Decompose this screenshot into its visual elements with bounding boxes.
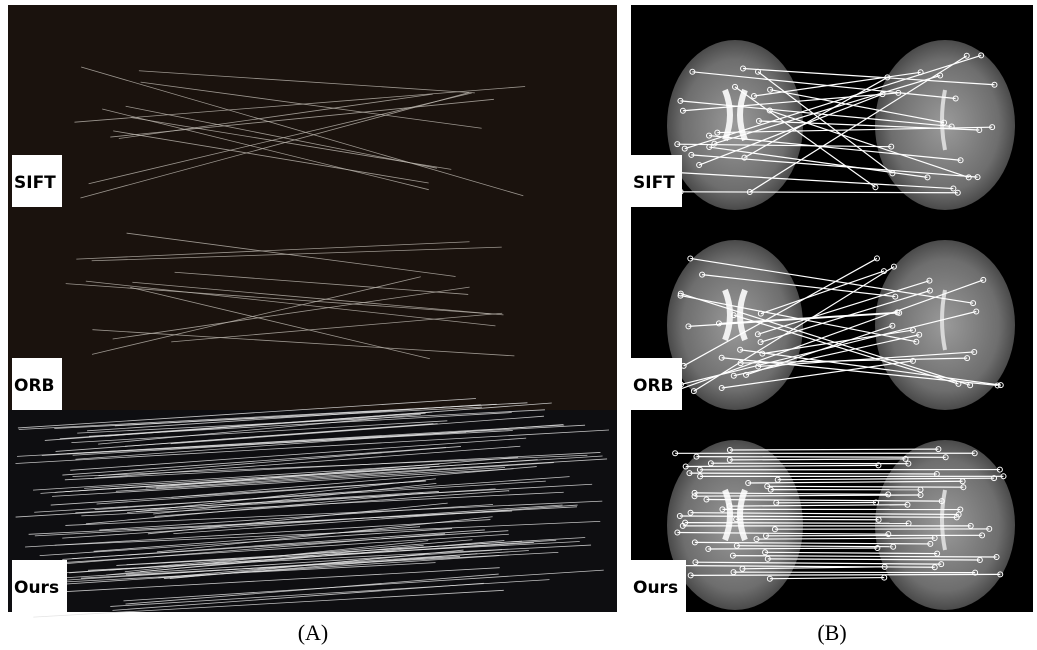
page: {"panels": [ {"caption": "(A)", "rows": … xyxy=(0,0,1037,645)
row-label: SIFT xyxy=(14,173,56,193)
match-line xyxy=(685,523,908,524)
brain xyxy=(875,440,1015,610)
figure: SIFT ORB Ours SIFT ORB Ours (A) (B) xyxy=(0,0,1037,645)
row-label: SIFT xyxy=(633,173,675,193)
match-line xyxy=(734,572,976,573)
row-label: Ours xyxy=(14,578,59,598)
row-label: Ours xyxy=(633,578,678,598)
caption: (B) xyxy=(817,620,846,645)
row-label: ORB xyxy=(14,376,55,396)
brain xyxy=(667,40,803,210)
caption: (A) xyxy=(298,620,329,645)
row-label: ORB xyxy=(633,376,674,396)
panel-a-background xyxy=(8,5,617,410)
match-line xyxy=(696,457,945,458)
